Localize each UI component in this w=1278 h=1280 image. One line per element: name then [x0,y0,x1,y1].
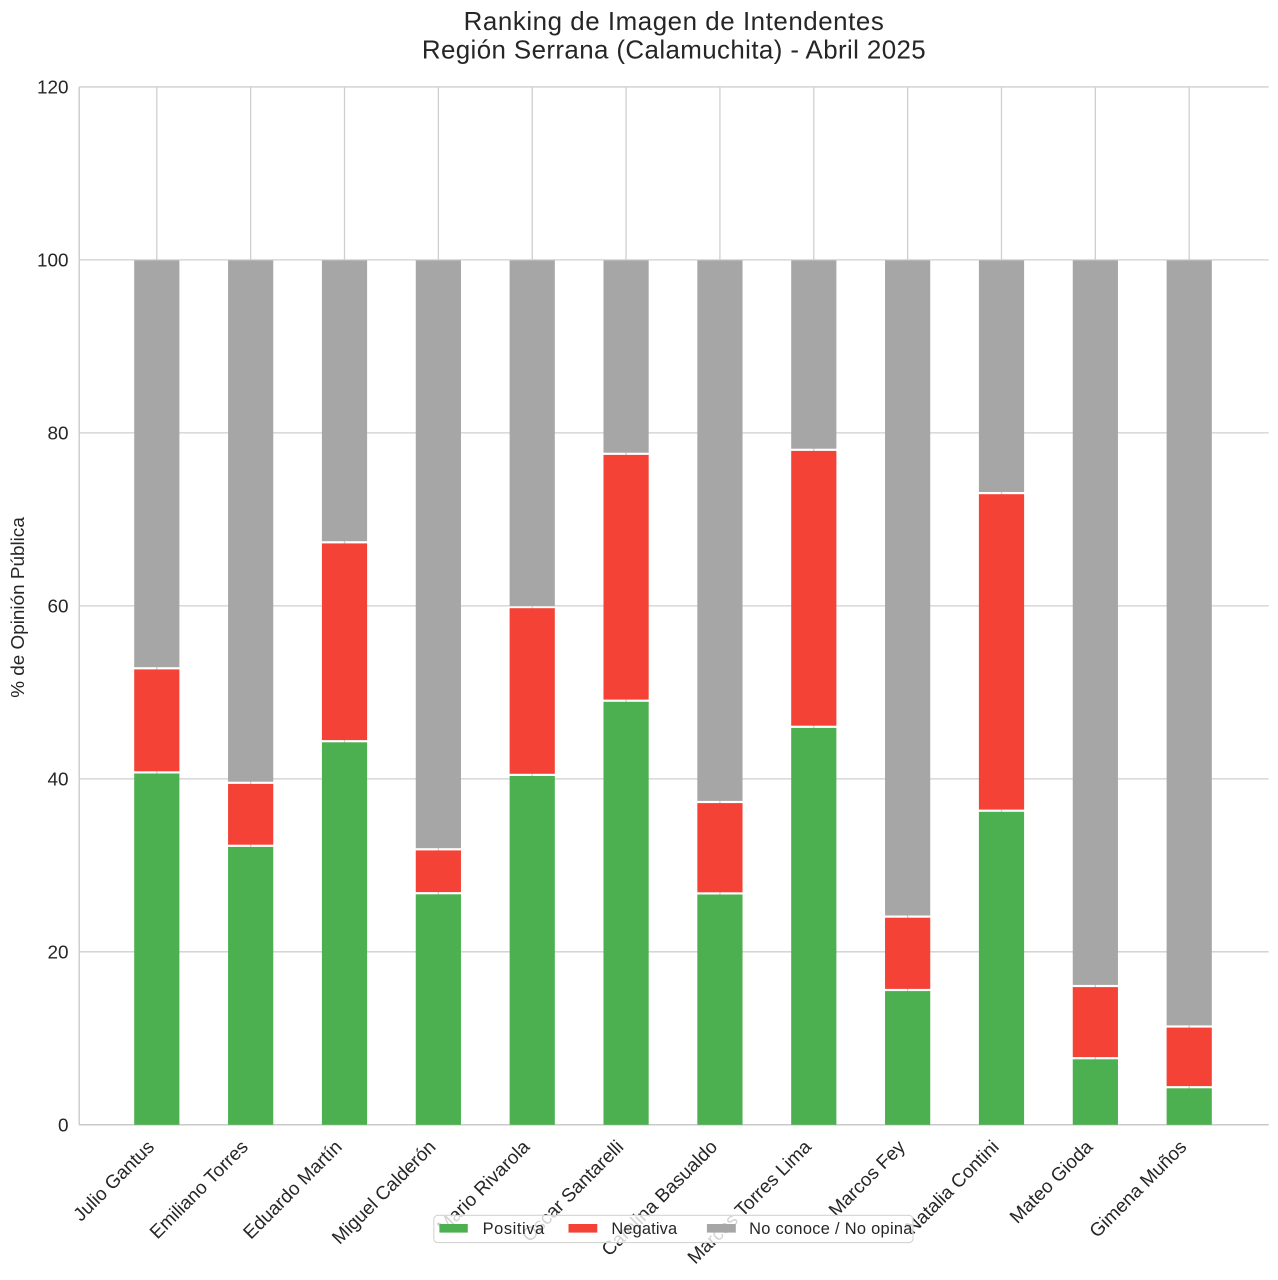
svg-text:20: 20 [47,943,68,964]
svg-text:80: 80 [47,424,68,445]
svg-text:% de Opinión Pública: % de Opinión Pública [8,517,29,698]
svg-text:120: 120 [37,78,69,99]
svg-text:Positiva: Positiva [483,1220,545,1238]
svg-text:Región Serrana (Calamuchita) -: Región Serrana (Calamuchita) - Abril 202… [422,37,926,65]
svg-text:40: 40 [47,770,68,791]
svg-text:Negativa: Negativa [611,1220,678,1238]
svg-text:Ranking de Imagen de Intendent: Ranking de Imagen de Intendentes [464,8,885,36]
svg-text:No conoce / No opina: No conoce / No opina [749,1220,913,1238]
svg-text:100: 100 [37,251,69,272]
svg-text:60: 60 [47,597,68,618]
svg-text:0: 0 [58,1116,69,1137]
